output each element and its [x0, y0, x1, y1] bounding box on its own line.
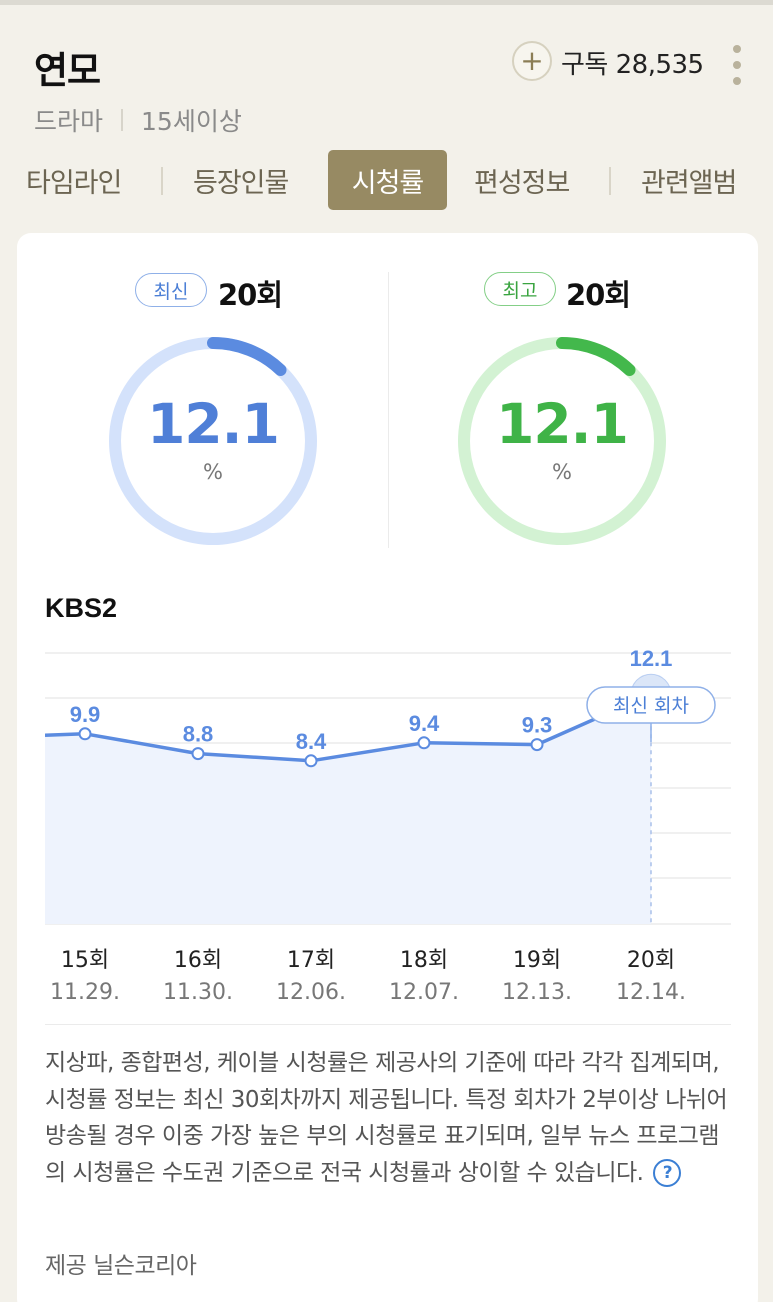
chart-point[interactable]	[417, 736, 431, 750]
latest-episode: 20회	[218, 278, 283, 312]
air-date-label: 12.07.	[389, 980, 459, 1005]
data-label: 9.9	[70, 702, 101, 727]
latest-badge: 최신	[135, 273, 207, 307]
data-label: 12.1	[630, 650, 673, 671]
more-options-icon[interactable]	[731, 45, 743, 85]
air-date-label: 11.30.	[163, 980, 233, 1005]
latest-gauge-arc	[207, 337, 287, 376]
data-label: 8.8	[183, 722, 214, 747]
latest-episode-callout-text: 최신 회차	[613, 695, 689, 717]
tab-bar: 타임라인 등장인물 시청률 편성정보 관련앨범	[0, 150, 773, 210]
age-rating-label: 15세이상	[141, 107, 242, 136]
episode-label: 19회	[512, 948, 562, 973]
latest-episode-callout	[586, 686, 716, 724]
tab-separator	[609, 167, 611, 195]
chart-area-fill	[45, 694, 651, 924]
x-axis-label: 20회 12.14.	[596, 942, 706, 1005]
plus-icon[interactable]: +	[512, 41, 552, 81]
episode-label: 16회	[173, 948, 223, 973]
episode-label: 15회	[60, 948, 110, 973]
best-rating-value: 12.1	[496, 392, 629, 456]
data-label: 9.3	[522, 713, 553, 738]
air-date-label: 12.06.	[276, 980, 346, 1005]
data-label: 9.4	[409, 711, 440, 736]
data-label: 8.4	[296, 729, 327, 754]
tab-timeline[interactable]: 타임라인	[26, 167, 122, 199]
episode-label: 18회	[399, 948, 449, 973]
top-divider	[0, 0, 773, 5]
latest-rating-gauge	[109, 337, 317, 545]
x-axis-label: 19회 12.13.	[482, 942, 592, 1005]
latest-rating-value: 12.1	[147, 392, 280, 456]
episode-label: 20회	[626, 948, 676, 973]
x-axis-label: 18회 12.07.	[369, 942, 479, 1005]
best-episode: 20회	[566, 278, 631, 312]
meta-separator	[121, 109, 124, 131]
chart-point[interactable]	[304, 754, 318, 768]
x-axis-label: 15회 11.29.	[30, 942, 140, 1005]
x-axis-label: 17회 12.06.	[256, 942, 366, 1005]
air-date-label: 11.29.	[50, 980, 120, 1005]
tab-separator	[161, 167, 163, 195]
question-circle-icon[interactable]: ?	[653, 1159, 682, 1187]
program-meta: 드라마 15세이상	[34, 102, 242, 138]
chart-point[interactable]	[78, 727, 92, 741]
genre-label: 드라마	[34, 107, 104, 136]
tab-schedule[interactable]: 편성정보	[474, 167, 570, 199]
ratings-line-chart: 9.9 8.8 8.4 9.4 9.3 12.1 최신 회차	[45, 650, 731, 925]
chart-point[interactable]	[530, 738, 544, 752]
episode-label: 17회	[286, 948, 336, 973]
x-axis-label: 16회 11.30.	[143, 942, 253, 1005]
program-title: 연모	[34, 49, 101, 92]
ratings-notice-text: 지상파, 종합편성, 케이블 시청률은 제공사의 기준에 따라 각각 집계되며,…	[45, 1050, 728, 1186]
air-date-label: 12.14.	[616, 980, 686, 1005]
air-date-label: 12.13.	[502, 980, 572, 1005]
best-badge: 최고	[484, 272, 556, 306]
chart-point[interactable]	[191, 747, 205, 761]
section-divider	[45, 1024, 731, 1025]
best-gauge-arc	[556, 337, 636, 376]
tab-ratings[interactable]: 시청률	[328, 150, 447, 210]
gauge-divider	[388, 272, 389, 548]
subscribe-button[interactable]: 구독 28,535	[561, 50, 704, 80]
tab-cast[interactable]: 등장인물	[193, 167, 289, 199]
best-rating-unit: %	[552, 460, 572, 484]
best-rating-gauge	[458, 337, 666, 545]
tab-albums[interactable]: 관련앨범	[641, 167, 737, 199]
ratings-notice: 지상파, 종합편성, 케이블 시청률은 제공사의 기준에 따라 각각 집계되며,…	[45, 1045, 735, 1191]
data-source: 제공 닐슨코리아	[45, 1253, 197, 1279]
channel-name: KBS2	[45, 593, 118, 623]
latest-rating-unit: %	[203, 460, 223, 484]
